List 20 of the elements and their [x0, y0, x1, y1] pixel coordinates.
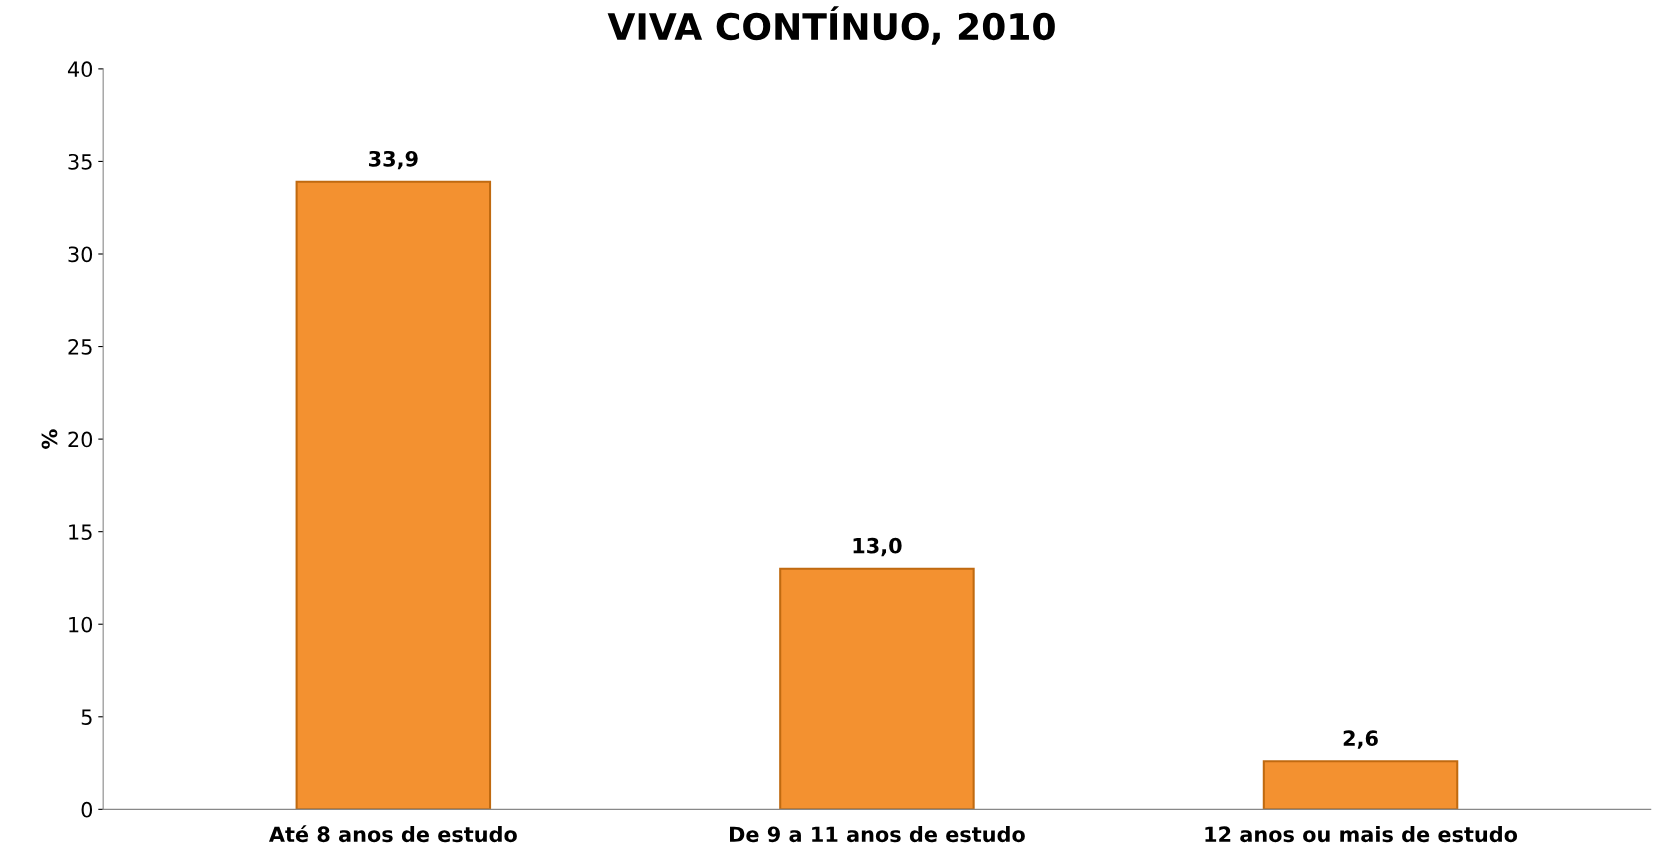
y-tick-label: 15	[69, 524, 92, 540]
chart-title: VIVA CONTÍNUO, 2010	[607, 6, 1055, 45]
y-tick-label: 35	[68, 153, 92, 170]
bar	[1262, 760, 1459, 810]
y-tick-label: 5	[81, 709, 92, 725]
x-tick-label: Até 8 anos de estudo	[268, 825, 517, 843]
y-tick-label: 0	[81, 801, 93, 818]
x-tick-label: 12 anos ou mais de estudo	[1205, 826, 1518, 843]
x-tick-label: De 9 a 11 anos de estudo	[730, 826, 1025, 843]
y-tick-label: 30	[68, 246, 93, 263]
bar	[295, 180, 492, 810]
y-tick-label: 20	[68, 431, 93, 448]
y-tick-label: 40	[67, 61, 93, 78]
data-label: 2,6	[1343, 730, 1378, 749]
y-tick-label: 25	[68, 339, 92, 355]
y-axis-title: %	[41, 429, 58, 449]
data-label: 33,9	[369, 150, 418, 170]
y-tick-label: 10	[69, 616, 93, 633]
bar	[779, 567, 975, 810]
data-label: 13,0	[853, 537, 902, 557]
